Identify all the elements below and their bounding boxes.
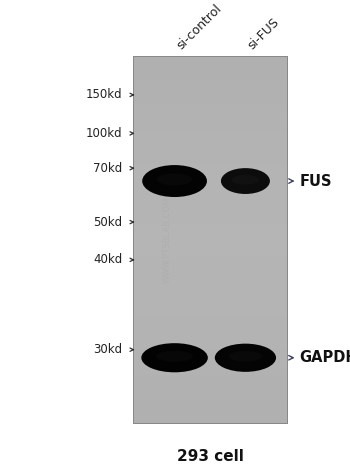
Ellipse shape [156, 351, 193, 362]
Text: si-control: si-control [175, 1, 225, 52]
Ellipse shape [221, 168, 270, 194]
Text: 293 cell: 293 cell [176, 449, 244, 464]
Text: si-FUS: si-FUS [245, 15, 282, 52]
Text: GAPDH: GAPDH [299, 350, 350, 365]
Ellipse shape [157, 173, 193, 186]
Text: 30kd: 30kd [93, 343, 122, 356]
Bar [133, 56, 287, 423]
Text: 50kd: 50kd [93, 216, 122, 228]
Ellipse shape [141, 343, 208, 372]
Text: 70kd: 70kd [93, 162, 122, 175]
Ellipse shape [229, 351, 262, 362]
Text: WWW.PTSBLAB.COM: WWW.PTSBLAB.COM [162, 196, 172, 283]
Bar [133, 56, 287, 423]
Text: 150kd: 150kd [86, 88, 122, 102]
Ellipse shape [232, 175, 259, 185]
Text: 40kd: 40kd [93, 253, 122, 266]
Ellipse shape [142, 165, 207, 197]
Text: 100kd: 100kd [86, 127, 122, 140]
Text: FUS: FUS [299, 173, 332, 188]
Ellipse shape [215, 344, 276, 372]
